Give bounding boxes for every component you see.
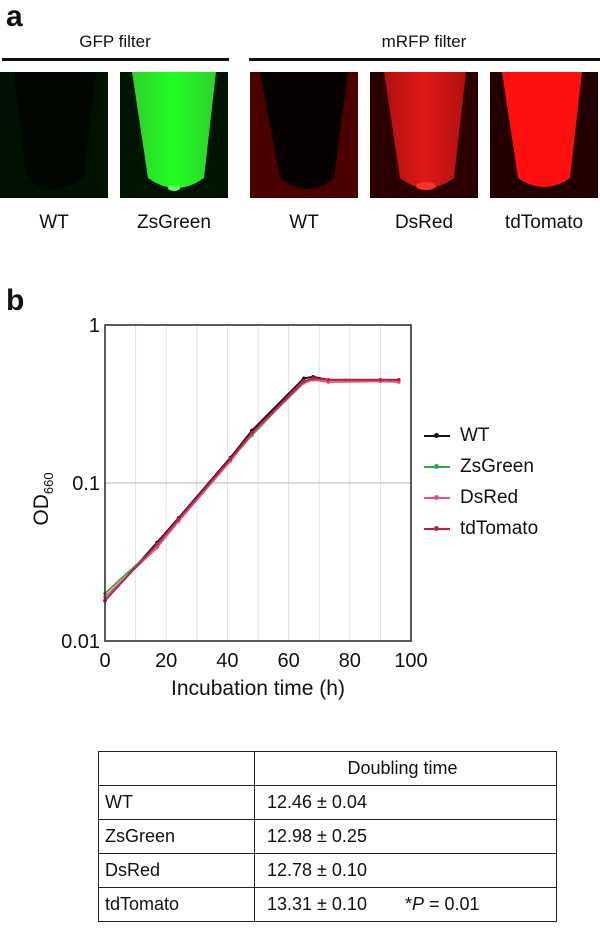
x-tick-label: 40 <box>216 650 238 672</box>
tube-image-mrfp-wt <box>250 72 358 198</box>
series-layer <box>103 375 401 603</box>
strain-cell: DsRed <box>98 853 255 888</box>
legend-item-dsred: DsRed <box>424 482 538 513</box>
table-header-row: Doubling time <box>98 751 557 786</box>
panel-a-label: a <box>6 0 23 33</box>
series-line <box>104 377 399 595</box>
legend-swatch <box>424 463 450 469</box>
data-point <box>302 379 306 384</box>
significance-note: *P = 0.01 <box>404 894 480 914</box>
growth-curve-chart: 0.01 0.1 1 0 20 40 60 80 100 Incubation time (h… <box>30 315 428 700</box>
data-point <box>155 545 159 550</box>
data-point <box>176 517 181 522</box>
table-header-cell <box>98 751 255 786</box>
legend-swatch <box>424 432 450 438</box>
data-point <box>378 377 383 382</box>
strain-cell: ZsGreen <box>98 819 255 854</box>
panel-b-label: b <box>6 284 25 317</box>
legend-item-tdtomato: tdTomato <box>424 513 538 544</box>
gfp-filter-title: GFP filter <box>79 32 151 51</box>
tube-image-mrfp-dsred <box>370 72 478 198</box>
table-row: ZsGreen 12.98 ± 0.25 <box>98 819 557 854</box>
mrfp-filter-rule <box>249 58 600 61</box>
tube-image-gfp-wt <box>0 72 108 198</box>
legend-item-wt: WT <box>424 420 538 451</box>
series-line <box>104 377 399 602</box>
series-line <box>104 375 399 602</box>
svg-text:OD660: OD660 <box>30 472 56 525</box>
table-header-cell: Doubling time <box>254 751 557 786</box>
tube-label: tdTomato <box>504 212 584 233</box>
y-tick-label: 0.1 <box>72 473 100 495</box>
y-tick-label: 0.01 <box>61 631 100 653</box>
x-tick-label: 100 <box>394 650 427 672</box>
legend-label: ZsGreen <box>460 455 534 477</box>
data-point <box>326 377 331 382</box>
series-zsgreen <box>103 376 401 596</box>
tube-label: DsRed <box>394 212 454 233</box>
doubling-time-cell: 12.78 ± 0.10 <box>254 853 557 888</box>
series-line <box>104 378 399 598</box>
grid <box>105 325 411 641</box>
doubling-time-cell: 13.31 ± 0.10 *P = 0.01 <box>254 887 557 922</box>
x-axis-label: Incubation time (h) <box>171 677 345 700</box>
strain-cell: WT <box>98 785 255 820</box>
legend-item-zsgreen: ZsGreen <box>424 451 538 482</box>
y-axis-label: OD660 <box>30 472 56 525</box>
series-tdtomato <box>103 376 401 603</box>
legend-label: WT <box>460 424 490 446</box>
tube-label: ZsGreen <box>137 212 211 233</box>
plot-frame <box>104 324 412 642</box>
legend-swatch <box>424 494 450 500</box>
table-row: DsRed 12.78 ± 0.10 <box>98 853 557 888</box>
mrfp-filter-title: mRFP filter <box>381 32 467 51</box>
data-point <box>302 376 306 381</box>
doubling-time-table: Doubling time WT 12.46 ± 0.04 ZsGreen 12… <box>98 751 557 922</box>
gfp-filter-rule <box>2 58 229 61</box>
legend-swatch <box>424 525 450 531</box>
tube-label: WT <box>39 212 69 233</box>
series-dsred <box>103 377 401 599</box>
x-tick-label: 80 <box>339 650 361 672</box>
x-tick-label: 60 <box>277 650 299 672</box>
doubling-time-value: 13.31 ± 0.10 <box>267 894 367 914</box>
legend-label: tdTomato <box>460 517 539 539</box>
table-row: WT 12.46 ± 0.04 <box>98 785 557 820</box>
chart-legend: WT ZsGreen DsRed tdTomato <box>424 420 538 544</box>
x-tick-label: 0 <box>99 650 110 672</box>
y-tick-labels: 0.01 0.1 1 <box>61 315 100 653</box>
tube-label: WT <box>289 212 319 233</box>
doubling-time-cell: 12.98 ± 0.25 <box>254 819 557 854</box>
doubling-time-cell: 12.46 ± 0.04 <box>254 785 557 820</box>
x-tick-labels: 0 20 40 60 80 100 <box>99 650 427 672</box>
data-point <box>155 542 159 546</box>
strain-cell: tdTomato <box>98 887 255 922</box>
x-tick-label: 20 <box>155 650 177 672</box>
data-point <box>311 376 315 381</box>
legend-label: DsRed <box>460 486 519 508</box>
y-tick-label: 1 <box>89 315 100 337</box>
y-axis-label-subscript: 660 <box>41 472 56 494</box>
table-row: tdTomato 13.31 ± 0.10 *P = 0.01 <box>98 887 557 922</box>
series-wt <box>103 375 401 603</box>
data-point <box>250 430 254 435</box>
tube-image-gfp-zsgreen <box>120 72 228 198</box>
data-point <box>228 457 233 461</box>
data-point <box>396 377 401 382</box>
y-axis-label-main: OD <box>30 494 53 526</box>
tube-image-mrfp-tdtomato <box>490 72 598 198</box>
